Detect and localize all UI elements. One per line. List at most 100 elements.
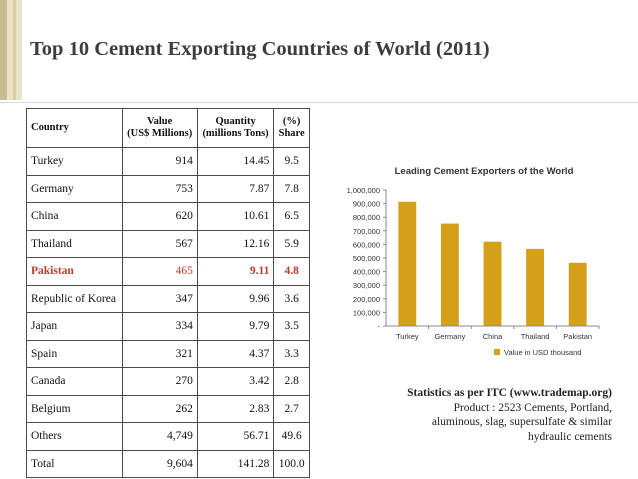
chart-legend: Value in USD thousand xyxy=(494,348,581,357)
cell-share: 49.6 xyxy=(273,422,310,451)
cell-share: 3.6 xyxy=(273,284,310,313)
table-row: Belgium 262 2.83 2.7 xyxy=(26,394,310,423)
cell-quantity: 12.16 xyxy=(196,229,275,258)
cell-country: Spain xyxy=(26,339,123,368)
cell-value: 262 xyxy=(121,394,198,423)
decorative-side-bars xyxy=(0,0,22,100)
source-note-title: Statistics as per ITC (www.trademap.org) xyxy=(407,387,612,399)
slide-title: Top 10 Cement Exporting Countries of Wor… xyxy=(30,38,490,60)
y-tick-label: 300,000 xyxy=(353,281,380,290)
x-tick-label: Thailand xyxy=(521,332,550,341)
table-row: Spain 321 4.37 3.3 xyxy=(26,339,310,368)
header-quantity: Quantity (millions Tons) xyxy=(196,108,275,148)
bar-thailand xyxy=(526,248,545,326)
cell-country: Pakistan xyxy=(26,257,123,286)
y-tick-label: 700,000 xyxy=(353,227,380,236)
y-tick-label: 900,000 xyxy=(353,200,380,209)
cell-quantity: 9.79 xyxy=(196,312,275,341)
cell-country: Germany xyxy=(26,174,123,203)
cell-country: China xyxy=(26,202,123,231)
y-tick-label: 200,000 xyxy=(353,295,380,304)
cell-country: Belgium xyxy=(26,394,123,423)
y-tick-label: 600,000 xyxy=(353,240,380,249)
table-header-row: Country Value (US$ Millions) Quantity (mil… xyxy=(26,108,310,148)
bar-china xyxy=(483,241,502,326)
x-axis: Turkey Germany China Thailand Pakistan xyxy=(386,325,600,341)
cell-country: Others xyxy=(26,422,123,451)
bars-group xyxy=(398,201,587,326)
cell-value: 347 xyxy=(121,284,198,313)
cell-share: 2.8 xyxy=(273,367,310,396)
cell-quantity: 56.71 xyxy=(196,422,275,451)
cell-country: Japan xyxy=(26,312,123,341)
cell-share: 3.5 xyxy=(273,312,310,341)
y-axis: - 100,000 200,000 300,000 400,000 500,000 600,… xyxy=(347,186,387,331)
y-tick-label: 500,000 xyxy=(353,254,380,263)
table-body: Turkey 914 14.45 9.5 Germany 753 7.87 7.8 China 6… xyxy=(26,147,310,478)
table-row: Thailand 567 12.16 5.9 xyxy=(26,229,310,258)
cell-quantity: 7.87 xyxy=(196,174,275,203)
source-note-line: hydraulic cements xyxy=(528,430,612,443)
title-divider xyxy=(0,102,638,103)
y-tick-label: 400,000 xyxy=(353,268,380,277)
table-row: Pakistan 465 9.11 4.8 xyxy=(26,257,310,286)
cell-share: 7.8 xyxy=(273,174,310,203)
cell-share: 2.7 xyxy=(273,394,310,423)
legend-swatch xyxy=(494,349,500,355)
cell-value: 753 xyxy=(121,174,198,203)
cell-quantity: 10.61 xyxy=(196,202,275,231)
chart-title: Leading Cement Exporters of the World xyxy=(395,166,574,177)
table-row: Japan 334 9.79 3.5 xyxy=(26,312,310,341)
cell-value: 334 xyxy=(121,312,198,341)
x-tick-label: Turkey xyxy=(396,332,419,341)
cell-country: Republic of Korea xyxy=(26,284,123,313)
cell-value: 9,604 xyxy=(121,449,198,478)
cell-quantity: 3.42 xyxy=(196,367,275,396)
y-tick-label: 1,000,000 xyxy=(347,186,380,195)
cell-quantity: 9.96 xyxy=(196,284,275,313)
legend-label: Value in USD thousand xyxy=(504,348,581,357)
cell-value: 567 xyxy=(121,229,198,258)
source-note-line: Product : 2523 Cements, Portland, xyxy=(453,401,612,414)
source-note-body: Product : 2523 Cements, Portland, alumino… xyxy=(340,401,612,445)
cell-share: 9.5 xyxy=(273,147,310,176)
header-country: Country xyxy=(26,108,123,148)
y-tick-label: 100,000 xyxy=(353,308,380,317)
cell-share: 3.3 xyxy=(273,339,310,368)
x-tick-label: China xyxy=(483,332,503,341)
table-row: China 620 10.61 6.5 xyxy=(26,202,310,231)
cell-quantity: 141.28 xyxy=(196,449,275,478)
table-row: Turkey 914 14.45 9.5 xyxy=(26,147,310,176)
cell-quantity: 9.11 xyxy=(196,257,275,286)
cell-quantity: 2.83 xyxy=(196,394,275,423)
cell-country: Total xyxy=(26,449,123,478)
cell-value: 914 xyxy=(121,147,198,176)
cell-value: 270 xyxy=(121,367,198,396)
cell-country: Turkey xyxy=(26,147,123,176)
cell-country: Canada xyxy=(26,367,123,396)
table-row: Others 4,749 56.71 49.6 xyxy=(26,422,310,451)
cell-share: 100.0 xyxy=(273,449,310,478)
y-tick-label: - xyxy=(378,322,381,331)
table-row: Germany 753 7.87 7.8 xyxy=(26,174,310,203)
cell-country: Thailand xyxy=(26,229,123,258)
x-tick-label: Pakistan xyxy=(563,332,592,341)
cell-value: 620 xyxy=(121,202,198,231)
bar-pakistan xyxy=(568,262,587,326)
cell-share: 6.5 xyxy=(273,202,310,231)
x-tick-label: Germany xyxy=(434,332,465,341)
bar-chart: Leading Cement Exporters of the World - 1… xyxy=(347,166,600,357)
table-row: Canada 270 3.42 2.8 xyxy=(26,367,310,396)
cell-share: 4.8 xyxy=(273,257,310,286)
cell-quantity: 4.37 xyxy=(196,339,275,368)
cell-value: 465 xyxy=(121,257,198,286)
header-value: Value (US$ Millions) xyxy=(121,108,198,148)
y-tick-label: 800,000 xyxy=(353,213,380,222)
cell-value: 4,749 xyxy=(121,422,198,451)
source-note: Statistics as per ITC (www.trademap.org)… xyxy=(340,386,612,444)
bar-turkey xyxy=(398,201,417,326)
cell-quantity: 14.45 xyxy=(196,147,275,176)
export-table: Country Value (US$ Millions) Quantity (mil… xyxy=(26,108,310,478)
table-row: Republic of Korea 347 9.96 3.6 xyxy=(26,284,310,313)
bar-germany xyxy=(440,223,459,326)
